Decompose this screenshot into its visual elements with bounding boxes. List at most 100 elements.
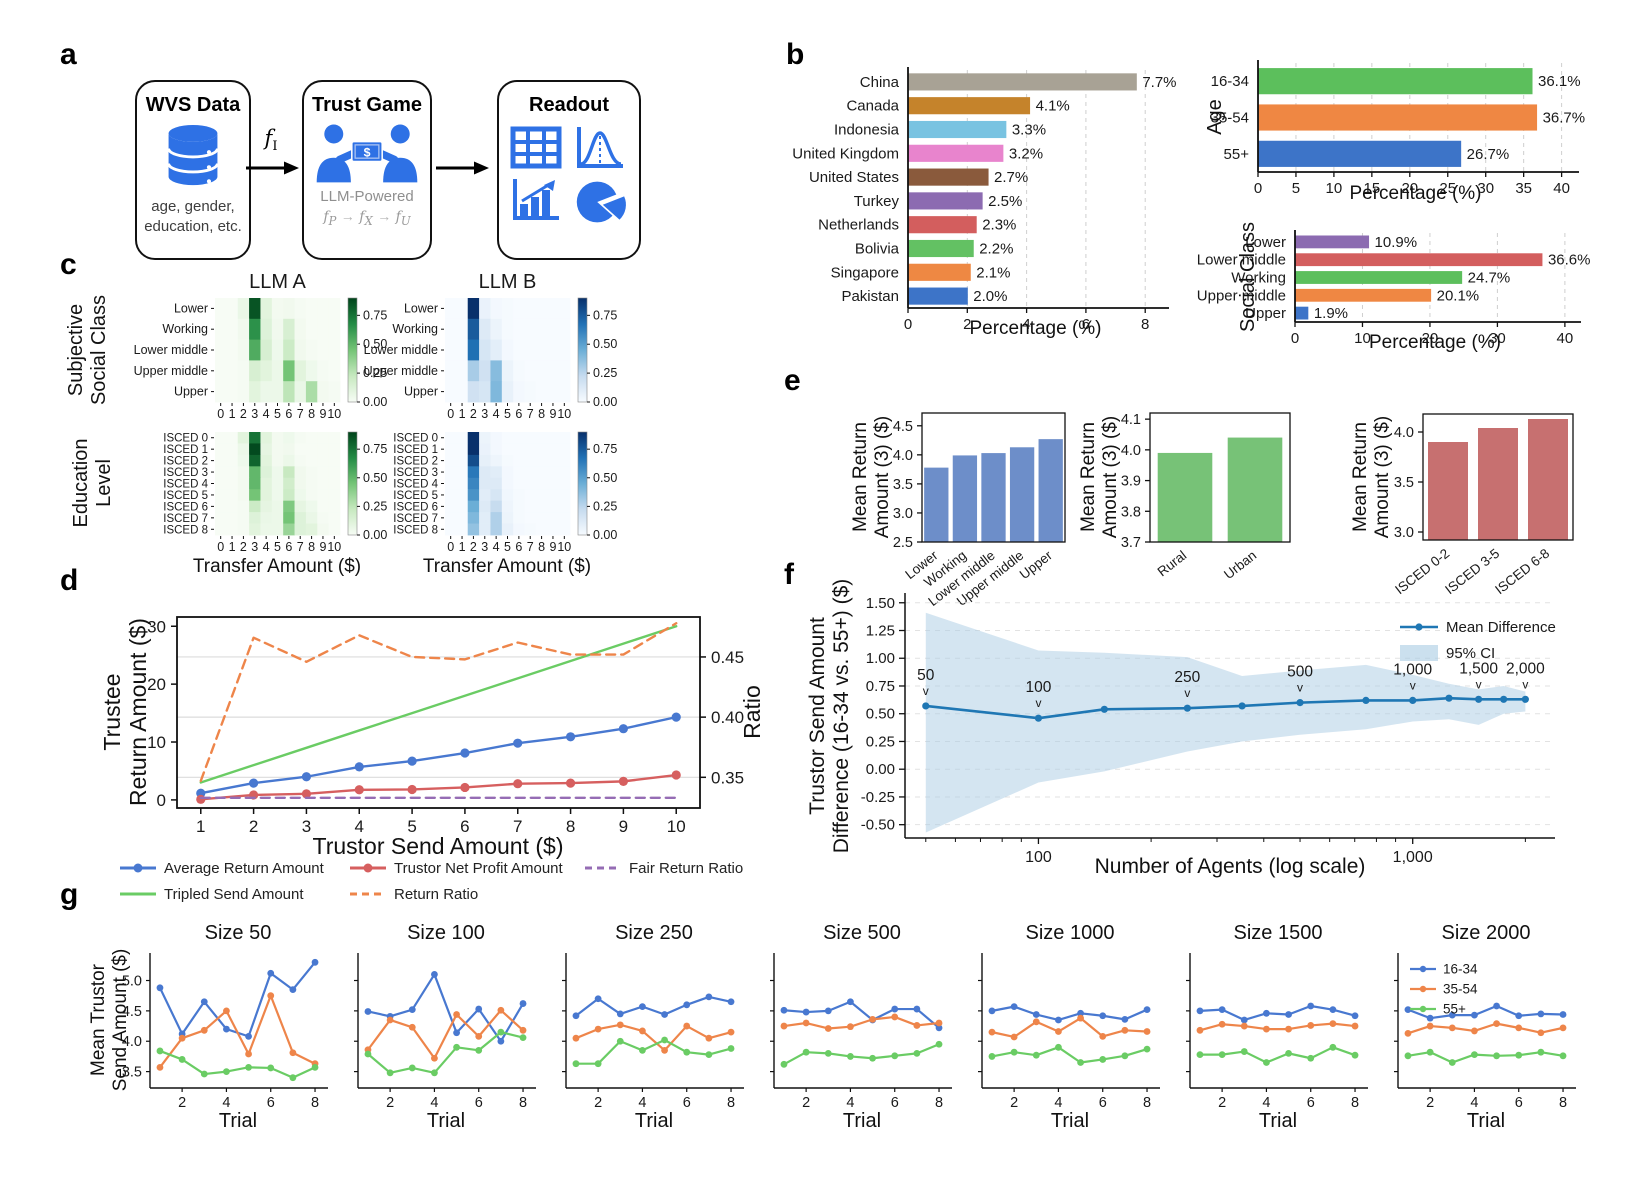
series-55+ <box>156 1047 319 1082</box>
legend-55+: 55+ <box>1410 1002 1466 1017</box>
series-55+ <box>364 1028 527 1077</box>
bar-Lower <box>1295 235 1370 249</box>
svg-text:3: 3 <box>302 817 311 836</box>
g-xlabel-100: Trial <box>426 1110 466 1132</box>
legend-35-54: 35-54 <box>1410 982 1478 997</box>
svg-text:0: 0 <box>157 791 166 810</box>
heatmap-cells <box>215 298 341 403</box>
legend-Tripled Send Amount: Tripled Send Amount <box>120 886 304 903</box>
svg-text:1: 1 <box>459 407 466 421</box>
svg-text:2.5: 2.5 <box>893 535 913 551</box>
svg-text:ISCED 7: ISCED 7 <box>163 513 208 525</box>
panel-letter-a: a <box>60 38 77 71</box>
svg-text:3.5: 3.5 <box>893 477 913 493</box>
heatmap-cells <box>215 432 341 536</box>
wvs-data-box: WVS Data age, gender, education, etc. <box>135 80 251 260</box>
svg-text:Bolivia: Bolivia <box>855 241 900 258</box>
svg-text:Upper middle: Upper middle <box>134 364 208 378</box>
svg-text:95% CI: 95% CI <box>1446 645 1495 662</box>
svg-text:5: 5 <box>504 540 511 554</box>
bar-Working <box>952 455 978 542</box>
svg-text:25: 25 <box>1439 180 1456 197</box>
agents_diff-plot-area: 1.50 1.25 1.00 0.75 0.50 0.25 0.00 -0.25 -0.50 10… <box>861 593 1556 866</box>
svg-text:55+: 55+ <box>1443 1002 1466 1017</box>
svg-text:0.50: 0.50 <box>593 471 617 485</box>
svg-text:2: 2 <box>240 407 247 421</box>
bar-Netherlands <box>908 216 977 234</box>
ratio-ylabel: Ratio <box>738 685 765 739</box>
svg-text:3.9: 3.9 <box>1121 474 1141 490</box>
svg-text:26.7%: 26.7% <box>1467 146 1510 163</box>
svg-text:7.7%: 7.7% <box>1142 74 1176 91</box>
svg-text:100: 100 <box>1026 679 1052 696</box>
series-35-54 <box>1196 1020 1359 1034</box>
bar-Lower <box>924 467 949 542</box>
svg-text:0: 0 <box>447 540 454 554</box>
svg-text:Lower: Lower <box>404 301 438 315</box>
series-35-54 <box>780 1013 943 1032</box>
svg-text:Lower middle: Lower middle <box>364 343 438 357</box>
svg-text:5: 5 <box>274 407 281 421</box>
svg-text:0.35: 0.35 <box>711 768 744 787</box>
svg-text:Lower: Lower <box>1245 234 1286 251</box>
svg-text:3.7: 3.7 <box>1121 535 1141 551</box>
svg-text:0.00: 0.00 <box>866 761 895 778</box>
g-xlabel-500: Trial <box>842 1110 882 1132</box>
mean-difference-line <box>922 694 1529 722</box>
svg-text:2: 2 <box>594 1095 602 1111</box>
svg-text:100: 100 <box>1025 849 1052 866</box>
bar-Canada <box>908 97 1031 115</box>
svg-text:Average Return Amount: Average Return Amount <box>164 860 325 877</box>
svg-text:0.25: 0.25 <box>363 366 387 380</box>
svg-text:0.25: 0.25 <box>593 499 617 513</box>
svg-text:9: 9 <box>319 407 326 421</box>
svg-text:9: 9 <box>549 407 556 421</box>
llm-b-class-heatmap: Lower Working Lower middle Upper middle Uppe… <box>364 271 618 421</box>
svg-text:3: 3 <box>251 407 258 421</box>
svg-text:10: 10 <box>557 407 571 421</box>
panel-letter-b: b <box>786 38 805 71</box>
svg-text:4.5: 4.5 <box>893 419 913 435</box>
svg-text:ISCED 6: ISCED 6 <box>163 501 208 513</box>
svg-text:8: 8 <box>1351 1095 1359 1111</box>
trial-chart-size-500: 2 4 6 8 <box>770 953 952 1111</box>
svg-text:v: v <box>1184 686 1190 700</box>
heatmap-cells <box>445 298 571 403</box>
svg-text:16-34: 16-34 <box>1211 73 1249 90</box>
legend-Trustor Net Profit Amount: Trustor Net Profit Amount <box>350 860 564 877</box>
svg-text:0: 0 <box>447 407 454 421</box>
wvs-data-title: WVS Data <box>145 94 241 116</box>
svg-text:8: 8 <box>566 817 575 836</box>
svg-text:Lower middle: Lower middle <box>1197 252 1286 269</box>
svg-text:0.50: 0.50 <box>363 337 387 351</box>
svg-text:Turkey: Turkey <box>854 193 900 210</box>
svg-text:4: 4 <box>263 540 270 554</box>
svg-text:2: 2 <box>249 817 258 836</box>
g-title-50: Size 50 <box>204 922 272 944</box>
svg-text:4: 4 <box>355 817 364 836</box>
svg-text:6: 6 <box>515 540 522 554</box>
svg-text:30: 30 <box>1489 330 1506 347</box>
svg-text:0.75: 0.75 <box>866 678 895 695</box>
colorbar <box>347 431 358 536</box>
svg-text:4: 4 <box>638 1095 646 1111</box>
g_500-plot-area: 2 4 6 8 <box>770 953 952 1111</box>
bars <box>924 439 1063 542</box>
bars <box>1428 419 1568 540</box>
svg-text:Lower: Lower <box>174 301 208 315</box>
series-35-54 <box>988 1014 1151 1041</box>
svg-text:0.75: 0.75 <box>593 442 617 456</box>
svg-text:6: 6 <box>267 1095 275 1111</box>
bar-ISCED 0-2 <box>1428 442 1468 540</box>
svg-text:ISCED 0: ISCED 0 <box>393 433 438 445</box>
series-16-34 <box>572 993 735 1020</box>
svg-text:Fair Return Ratio: Fair Return Ratio <box>629 860 743 877</box>
svg-text:$: $ <box>364 145 371 159</box>
svg-text:China: China <box>860 74 900 91</box>
svg-text:Canada: Canada <box>846 98 899 115</box>
svg-text:4: 4 <box>846 1095 854 1111</box>
bar-Indonesia <box>908 120 1007 139</box>
svg-text:0: 0 <box>1254 180 1262 197</box>
